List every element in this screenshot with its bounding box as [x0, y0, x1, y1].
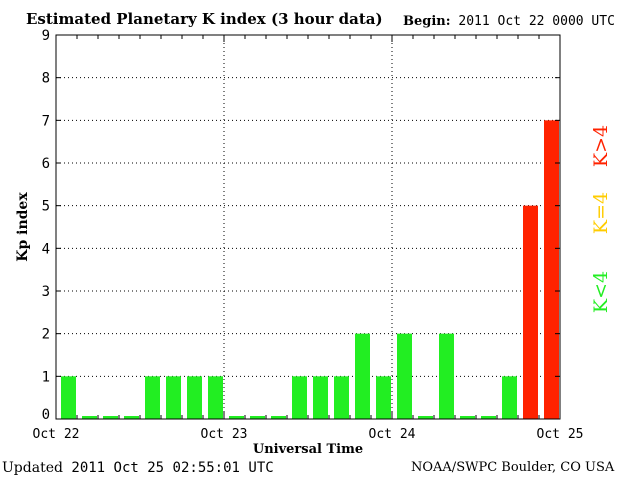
- y-tick-label: 7: [42, 113, 50, 129]
- kp-bar: [355, 333, 370, 419]
- kp-bar: [334, 376, 349, 419]
- y-axis-label: Kp index: [15, 192, 31, 262]
- chart-title: Estimated Planetary K index (3 hour data…: [26, 10, 383, 28]
- updated-info: Updated 2011 Oct 25 02:55:01 UTC: [2, 460, 274, 476]
- y-tick-label: 3: [42, 284, 50, 300]
- x-tick-label: Oct 24: [369, 427, 416, 442]
- kp-bar: [523, 205, 538, 419]
- kp-bar: [397, 333, 412, 419]
- kp-bar: [439, 333, 454, 419]
- legend-k-less-4: K<4: [590, 271, 612, 313]
- kp-bar: [481, 416, 496, 419]
- x-ticks: Oct 22 Oct 23 Oct 24 Oct 25: [33, 35, 584, 442]
- begin-value: 2011 Oct 22 0000 UTC: [458, 14, 615, 29]
- kp-bar: [103, 416, 118, 419]
- kp-bar: [61, 376, 76, 419]
- y-ticks: 0 1 2 3 4 5 6 7 8 9: [42, 28, 560, 423]
- kp-bar: [271, 416, 286, 419]
- kp-bar: [460, 416, 475, 419]
- x-axis-label: Universal Time: [253, 442, 363, 457]
- y-tick-label: 6: [42, 156, 50, 172]
- y-tick-label: 4: [42, 241, 50, 257]
- legend: K<4 K=4 K>4: [590, 125, 612, 313]
- kp-bar: [124, 416, 139, 419]
- kp-bar: [418, 416, 433, 419]
- kp-bar: [187, 376, 202, 419]
- y-tick-label: 5: [42, 199, 50, 215]
- kp-bar: [208, 376, 223, 419]
- kp-bar: [250, 416, 265, 419]
- kp-bar: [229, 416, 244, 419]
- x-tick-label: Oct 23: [201, 427, 248, 442]
- legend-k-greater-4: K>4: [590, 125, 612, 167]
- kp-bar: [502, 376, 517, 419]
- updated-label: Updated: [2, 460, 63, 476]
- kp-bar: [376, 376, 391, 419]
- begin-info: Begin: 2011 Oct 22 0000 UTC: [403, 14, 615, 29]
- y-tick-label: 2: [42, 327, 50, 343]
- kp-bar: [82, 416, 97, 419]
- kp-bar: [292, 376, 307, 419]
- kp-bar: [313, 376, 328, 419]
- legend-k-equal-4: K=4: [590, 192, 612, 234]
- kp-index-chart: 0 1 2 3 4 5 6 7 8 9 Oct 22 Oct 23 Oct 24 Oct 25 Kp i…: [15, 28, 612, 457]
- source-credit: NOAA/SWPC Boulder, CO USA: [411, 460, 615, 475]
- bars: [61, 120, 559, 419]
- y-tick-label: 1: [42, 369, 50, 385]
- x-tick-label: Oct 22: [33, 427, 80, 442]
- updated-value: 2011 Oct 25 02:55:01 UTC: [71, 460, 274, 476]
- grid-lines: [56, 35, 560, 419]
- kp-bar: [544, 120, 559, 419]
- y-tick-label: 9: [42, 28, 50, 44]
- begin-label: Begin:: [403, 14, 451, 29]
- y-tick-label: 0: [42, 407, 50, 423]
- plot-frame: [55, 34, 561, 420]
- x-tick-label: Oct 25: [537, 427, 584, 442]
- kp-bar: [145, 376, 160, 419]
- y-tick-label: 8: [42, 71, 50, 87]
- kp-bar: [166, 376, 181, 419]
